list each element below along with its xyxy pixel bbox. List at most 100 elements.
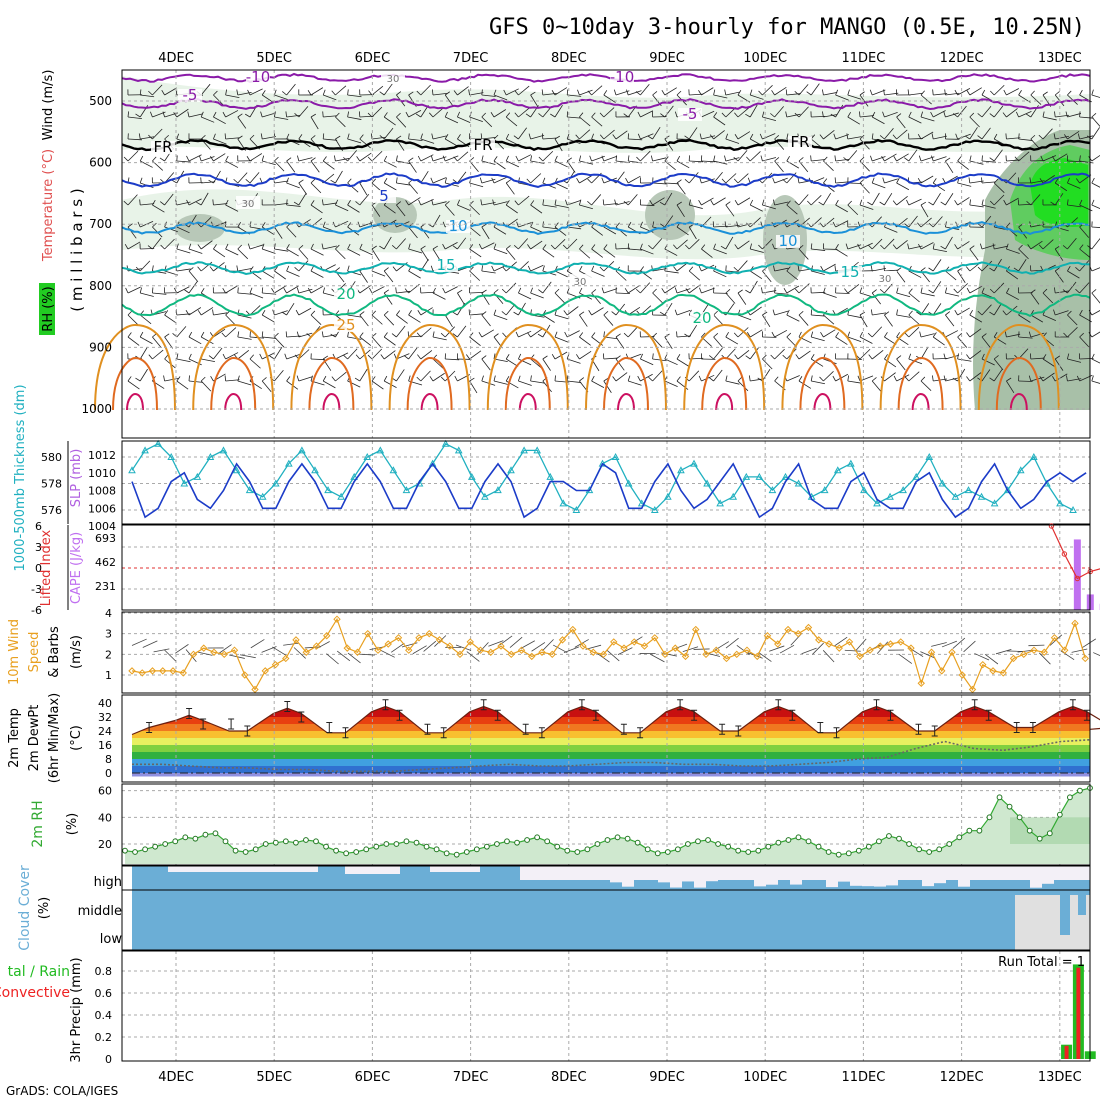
rh2m-point [877,839,882,844]
below-surface [122,411,1090,438]
rh2m-point [203,832,208,837]
rh2m-point [856,848,861,853]
rh2m-point [1037,836,1042,841]
rh2m-point [746,850,751,855]
rh2m-point [927,850,932,855]
lifted-ylabel: Lifted Index [39,529,54,606]
wind-barb-flag [262,331,263,337]
cloud-gap-high [838,880,850,882]
bottom-date-7DEC: 7DEC [453,1070,489,1085]
contour-label: FR [153,138,172,156]
rh2m-point [233,848,238,853]
rh2m-ytick: 40 [98,811,112,824]
upper-ylabel-rh: RH (%) [41,286,56,331]
rh2m-point [253,847,258,852]
temp2m-ytick: 40 [98,697,112,710]
upper-ytick: 500 [89,94,112,108]
cloud-gap-high [706,880,718,881]
wind10-barb [1007,651,1023,652]
rh2m-point [565,848,570,853]
rh2m-point [133,850,138,855]
cloud-gap-high [886,880,898,885]
temp2m-ytick: 8 [105,753,112,766]
rh2m-point [223,839,228,844]
rh2m-point [655,851,660,856]
rh2m-point [645,847,650,852]
precip-ytick: 0.2 [95,1031,113,1044]
rh2m-point [555,844,560,849]
upper-ylabel-mb: ( m i l l i b a r s ) [68,188,86,311]
precip-ytick: 0 [105,1053,112,1066]
cloud-gap-high [862,880,874,886]
temp2m-ytick: 24 [98,725,112,738]
bottom-date-5DEC: 5DEC [256,1070,292,1085]
cloud-gap-high [754,880,766,886]
cloud-level-middle: middle [78,904,122,919]
wind-barb-flag [140,199,141,205]
contour-label: -5 [683,105,698,123]
rh2m-point [424,844,429,849]
wind-barb-flag [323,133,324,139]
wind-barb-flag [567,89,568,95]
wind10-ytick: 3 [105,628,112,641]
cloud-gap-high [766,880,778,885]
rh2m-point [796,835,801,840]
rh2m-point [1047,831,1052,836]
rh2m-point [243,850,248,855]
rh2m-point [806,839,811,844]
precip-ylabel-a: tal / Rain [8,964,70,980]
rh2m-point [585,847,590,852]
upper-ytick: 800 [89,279,112,293]
rh2m-point [1017,815,1022,820]
rh2m-point [464,850,469,855]
temp2m-ytick: 16 [98,739,112,752]
rh2m-point [937,847,942,852]
bottom-date-9DEC: 9DEC [649,1070,685,1085]
temp-band [132,745,1090,752]
wind10-ylabel-a: 10m Wind [7,619,22,685]
rh2m-point [213,831,218,836]
rh2m-ytick: 20 [98,838,112,851]
rh2m-point [283,839,288,844]
thickness-ytick: 580 [41,451,62,464]
rh2m-point [706,838,711,843]
cloud-gap-high [345,866,400,874]
top-date-5DEC: 5DEC [256,51,292,66]
upper-ylabel-temp: Temperature (°C) [41,149,56,262]
wind-barb-flag [555,375,556,381]
wind10-ylabel-c: & Barbs [47,626,62,678]
rh2m-point [756,848,761,853]
rh2m-point [434,847,439,852]
rh2m-point [826,850,831,855]
rh2m-point [143,847,148,852]
rh2m-point [273,840,278,845]
thickness-ylabel: 1000-500mb Thickness (dm) [13,384,28,571]
cloud-gap-high [610,880,622,882]
rh2m-point [967,828,972,833]
wind-barb-flag [225,375,226,381]
rh2m-point [595,842,600,847]
upper-ylabel-wind: Wind (m/s) [41,70,56,141]
rh2m-point [836,852,841,857]
contour-label: -10 [246,68,271,86]
upper-ytick: 900 [89,340,112,354]
rh2m-point [444,851,449,856]
rh2m-unit: (%) [65,813,80,836]
wind10-ytick: 4 [105,607,112,620]
rh2m-point [866,844,871,849]
temp-band [132,752,1090,759]
rh2m-point [163,842,168,847]
rh2m-point [545,839,550,844]
wind10-ylabel-b: Speed [27,632,42,673]
wind10-ytick: 1 [105,669,112,682]
cloud-level-high: high [94,875,122,890]
contour-label: 15 [840,263,859,281]
temp-band [132,731,1090,738]
temp2m-ylabel-b: 2m DewPt [27,705,42,772]
temp-band [132,766,1090,773]
rh2m-point [605,838,610,843]
precip-conv-bar [1076,968,1080,1059]
temp2m-ytick: 32 [98,711,112,724]
